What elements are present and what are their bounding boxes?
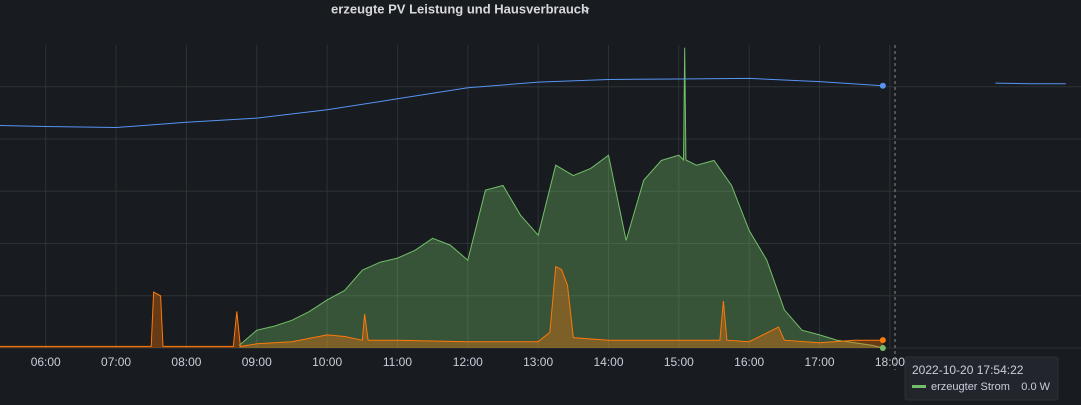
series-line <box>995 82 1066 85</box>
series-line <box>238 47 884 349</box>
tooltip-value: 0.0 W <box>1021 381 1050 393</box>
tooltip-time: 2022-10-20 17:54:22 <box>912 363 1024 377</box>
hover-point <box>879 337 886 344</box>
x-tick-label: 11:00 <box>383 355 412 369</box>
x-tick-label: 07:00 <box>101 355 131 369</box>
x-tick-label: 13:00 <box>523 355 553 369</box>
x-tick-label: 06:00 <box>31 355 61 369</box>
x-tick-label: 09:00 <box>242 355 272 369</box>
tooltip-box <box>904 356 1059 401</box>
title-chevron[interactable] <box>581 7 590 13</box>
tooltip-series: erzeugter Strom <box>931 381 1010 393</box>
hover-point <box>879 82 886 89</box>
x-tick-label: 14:00 <box>593 355 623 369</box>
tooltip-swatch <box>912 385 926 388</box>
hover-point <box>879 345 886 351</box>
x-tick-label: 18:00 <box>875 355 905 369</box>
x-tick-label: 15:00 <box>664 355 694 369</box>
x-tick-label: 17:00 <box>805 355 835 369</box>
x-tick-label: 16:00 <box>734 355 764 369</box>
tooltip: 2022-10-20 17:54:22 erzeugter Strom 0.0 … <box>904 356 1059 401</box>
x-tick-label: 10:00 <box>312 355 342 369</box>
series-line <box>0 77 883 129</box>
plot-area: 06:00 07:00 08:00 09:00 10:00 11:00 12:00 13:00… <box>0 45 1081 369</box>
area-fill <box>239 47 883 348</box>
x-tick-label: 12:00 <box>453 355 483 369</box>
chart-title[interactable]: erzeugte PV Leistung und Hausverbrauch <box>331 1 589 16</box>
series-line <box>0 265 883 347</box>
x-tick-label: 08:00 <box>171 355 201 369</box>
